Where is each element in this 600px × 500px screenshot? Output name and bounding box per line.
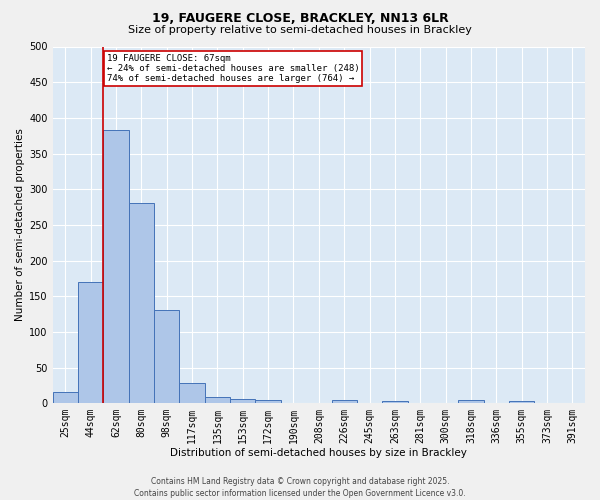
Bar bbox=[103, 130, 129, 403]
Bar bbox=[154, 310, 179, 403]
Bar bbox=[205, 397, 230, 403]
Bar bbox=[509, 401, 535, 403]
Bar bbox=[53, 392, 78, 403]
Text: Contains HM Land Registry data © Crown copyright and database right 2025.
Contai: Contains HM Land Registry data © Crown c… bbox=[134, 476, 466, 498]
Bar bbox=[129, 202, 154, 403]
Bar bbox=[458, 400, 484, 403]
X-axis label: Distribution of semi-detached houses by size in Brackley: Distribution of semi-detached houses by … bbox=[170, 448, 467, 458]
Bar bbox=[230, 399, 256, 403]
Bar bbox=[78, 282, 103, 403]
Text: Size of property relative to semi-detached houses in Brackley: Size of property relative to semi-detach… bbox=[128, 25, 472, 35]
Text: 19 FAUGERE CLOSE: 67sqm
← 24% of semi-detached houses are smaller (248)
74% of s: 19 FAUGERE CLOSE: 67sqm ← 24% of semi-de… bbox=[107, 54, 360, 84]
Bar bbox=[179, 382, 205, 403]
Bar bbox=[332, 400, 357, 403]
Text: 19, FAUGERE CLOSE, BRACKLEY, NN13 6LR: 19, FAUGERE CLOSE, BRACKLEY, NN13 6LR bbox=[152, 12, 448, 26]
Y-axis label: Number of semi-detached properties: Number of semi-detached properties bbox=[15, 128, 25, 322]
Bar bbox=[256, 400, 281, 403]
Bar bbox=[382, 401, 407, 403]
